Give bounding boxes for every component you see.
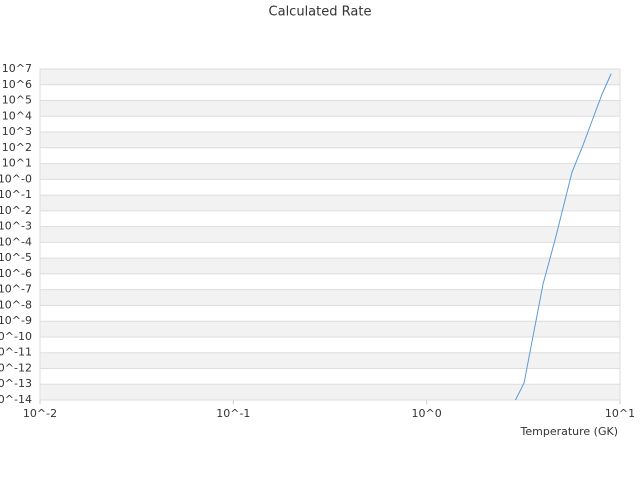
y-tick-label: 10^3 — [2, 125, 32, 138]
y-tick-label: 10^-3 — [0, 220, 32, 233]
x-tick-label: 10^-1 — [216, 407, 250, 420]
plot-border — [39, 68, 621, 401]
x-tick-label: 10^-2 — [23, 407, 57, 420]
y-tick-label: 10^5 — [2, 94, 32, 107]
line — [514, 73, 612, 400]
y-tick-label: 10^-12 — [0, 361, 32, 374]
x-tick-label: 10^1 — [605, 407, 635, 420]
grid-band — [40, 69, 620, 85]
grid-band — [40, 226, 620, 243]
y-tick-label: 10^-11 — [0, 346, 32, 359]
y-tick-label: 10^-13 — [0, 377, 32, 390]
grid-band — [40, 352, 620, 369]
y-tick-label: 10^2 — [2, 141, 32, 154]
y-tick-label: 10^7 — [2, 62, 32, 75]
y-tick-label: 10^-5 — [0, 251, 32, 264]
y-tick-label: 10^6 — [2, 78, 32, 91]
y-tick-label: 10^-0 — [0, 172, 32, 185]
y-tick-label: 10^1 — [2, 157, 32, 170]
grid-band — [40, 321, 620, 337]
grid-band — [40, 100, 620, 117]
grid-band — [40, 384, 620, 400]
grid-band — [40, 163, 620, 180]
y-tick-label: 10^-6 — [0, 267, 32, 280]
y-tick-label: 10^-7 — [0, 283, 32, 296]
y-tick-label: 10^-4 — [0, 235, 32, 248]
x-tick-label: 10^0 — [412, 407, 442, 420]
y-tick-label: 10^-1 — [0, 188, 32, 201]
y-tick-label: 10^-8 — [0, 298, 32, 311]
chart-title: Calculated Rate — [269, 5, 372, 20]
y-tick-label: 10^-10 — [0, 330, 32, 343]
grid-band — [40, 195, 620, 211]
grid-band — [40, 258, 620, 274]
grid-band — [40, 132, 620, 148]
y-tick-label: 10^4 — [2, 109, 32, 122]
y-tick-label: 10^-2 — [0, 204, 32, 217]
y-tick-label: 10^-14 — [0, 393, 32, 406]
y-tick-label: 10^-9 — [0, 314, 32, 327]
x-axis-label: Temperature (GK) — [520, 425, 619, 438]
grid-band — [40, 289, 620, 306]
